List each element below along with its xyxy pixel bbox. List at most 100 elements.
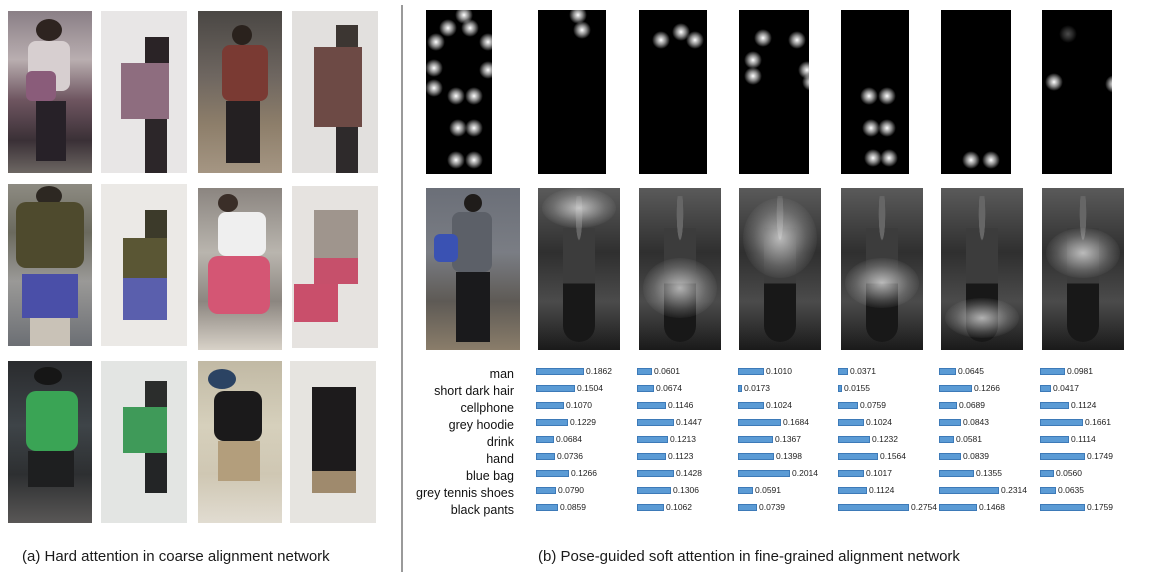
- attention-weight-value: 0.1266: [974, 383, 1000, 393]
- soft-attention-map: [538, 188, 620, 350]
- attention-weight-bar: [536, 453, 555, 460]
- attention-weight-value: 0.1447: [676, 417, 702, 427]
- attention-weight-value: 0.0859: [560, 502, 586, 512]
- attribute-label: cellphone: [460, 401, 514, 415]
- pose-heatmap-ankles: [941, 10, 1011, 174]
- attention-weight-value: 0.1070: [566, 400, 592, 410]
- attribute-label: black pants: [450, 503, 514, 517]
- attention-weight-bar: [939, 453, 961, 460]
- attention-weight-value: 0.0601: [654, 366, 680, 376]
- attention-weight-value: 0.2314: [1001, 485, 1027, 495]
- attention-weight-bar: [637, 368, 652, 375]
- attribute-label: grey tennis shoes: [416, 486, 514, 500]
- attribute-label: drink: [486, 435, 514, 449]
- attention-weight-bar: [838, 470, 864, 477]
- attention-weight-value: 0.0591: [755, 485, 781, 495]
- attention-weight-value: 0.0635: [1058, 485, 1084, 495]
- attention-weight-value: 0.0689: [959, 400, 985, 410]
- attention-weight-value: 0.0674: [656, 383, 682, 393]
- attention-weight-bar: [1040, 487, 1056, 494]
- soft-attention-map: [1042, 188, 1124, 350]
- attention-weight-bar: [939, 402, 957, 409]
- attention-weight-value: 0.2754: [911, 502, 937, 512]
- attention-weight-bar: [637, 402, 666, 409]
- attention-weight-value: 0.0155: [844, 383, 870, 393]
- attention-weight-value: 0.1564: [880, 451, 906, 461]
- left-caption: (a) Hard attention in coarse alignment n…: [22, 548, 330, 565]
- pedestrian-photo: [198, 361, 282, 523]
- attention-weight-bar: [738, 368, 764, 375]
- attention-weight-value: 0.1468: [979, 502, 1005, 512]
- attention-weight-bar: [637, 453, 666, 460]
- attention-weight-bar: [1040, 385, 1051, 392]
- attention-weight-value: 0.1759: [1087, 502, 1113, 512]
- attention-weight-bar: [939, 504, 977, 511]
- attention-weight-value: 0.0173: [744, 383, 770, 393]
- attention-weight-bars: 0.1862 0.1504 0.1070 0.1229 0.0684 0.0736 0.12…: [404, 0, 1152, 540]
- attention-weight-value: 0.0736: [557, 451, 583, 461]
- attention-weight-value: 0.0981: [1067, 366, 1093, 376]
- attention-weight-value: 0.1398: [776, 451, 802, 461]
- attention-weight-bar: [536, 419, 568, 426]
- attention-weight-value: 0.1114: [1071, 434, 1096, 444]
- pedestrian-photo: [198, 11, 282, 173]
- attention-weight-bar: [738, 402, 764, 409]
- soft-attention-panel: man short dark hair cellphone grey hoodi…: [404, 0, 1152, 577]
- attention-weight-bar: [1040, 402, 1069, 409]
- attention-weight-bar: [738, 385, 742, 392]
- attention-weight-value: 0.1146: [668, 400, 694, 410]
- panel-divider: [401, 5, 403, 572]
- attribute-label: short dark hair: [434, 384, 514, 398]
- attribute-label: hand: [486, 452, 514, 466]
- attention-weight-value: 0.1017: [866, 468, 892, 478]
- attention-weight-value: 0.0560: [1056, 468, 1082, 478]
- attention-weight-value: 0.1124: [869, 485, 895, 495]
- attribute-label: man: [489, 367, 514, 381]
- attention-weight-value: 0.1010: [766, 366, 792, 376]
- attention-weight-bar: [536, 487, 556, 494]
- pose-heatmap-arms: [739, 10, 820, 174]
- attention-weight-value: 0.0581: [956, 434, 982, 444]
- pose-heatmap-hands: [1042, 10, 1123, 174]
- pedestrian-photo: [198, 188, 282, 350]
- pose-heatmap-head: [538, 6, 606, 174]
- attention-weight-value: 0.1684: [783, 417, 809, 427]
- attention-weight-bar: [838, 402, 858, 409]
- attention-weight-value: 0.1024: [766, 400, 792, 410]
- attention-weight-bar: [838, 504, 909, 511]
- attention-weight-bar: [637, 436, 668, 443]
- attention-weight-bar: [1040, 453, 1085, 460]
- attention-weight-bar: [838, 453, 878, 460]
- attention-weight-bar: [738, 419, 781, 426]
- attention-weight-value: 0.0645: [958, 366, 984, 376]
- attention-weight-value: 0.0417: [1053, 383, 1079, 393]
- attention-weight-bar: [536, 470, 569, 477]
- pedestrian-photo: [8, 184, 92, 346]
- attention-weight-bar: [939, 419, 961, 426]
- attention-weight-bar: [637, 419, 674, 426]
- attention-weight-bar: [637, 487, 671, 494]
- attribute-label: blue bag: [466, 469, 514, 483]
- hard-attention-mask: [292, 186, 378, 348]
- attention-weight-bar: [738, 436, 773, 443]
- attention-weight-bar: [536, 368, 584, 375]
- attention-weight-value: 0.1232: [872, 434, 898, 444]
- attention-weight-value: 0.1124: [1071, 400, 1097, 410]
- attention-weight-value: 0.0684: [556, 434, 582, 444]
- attention-weight-bar: [536, 402, 564, 409]
- pedestrian-photo: [8, 11, 92, 173]
- attention-weight-bar: [939, 487, 999, 494]
- attention-weight-bar: [838, 436, 870, 443]
- attention-weight-value: 0.1862: [586, 366, 612, 376]
- attention-weight-value: 0.1266: [571, 468, 597, 478]
- attention-weight-bar: [637, 470, 674, 477]
- soft-attention-map: [841, 188, 923, 350]
- hard-attention-mask: [290, 361, 376, 523]
- attention-weight-value: 0.1229: [570, 417, 596, 427]
- attribute-label: grey hoodie: [448, 418, 514, 432]
- attention-weight-value: 0.0839: [963, 451, 989, 461]
- hard-attention-mask: [101, 184, 187, 346]
- attention-weight-value: 0.1749: [1087, 451, 1113, 461]
- pose-heatmap-all: [425, 6, 497, 174]
- attention-weight-bar: [536, 436, 554, 443]
